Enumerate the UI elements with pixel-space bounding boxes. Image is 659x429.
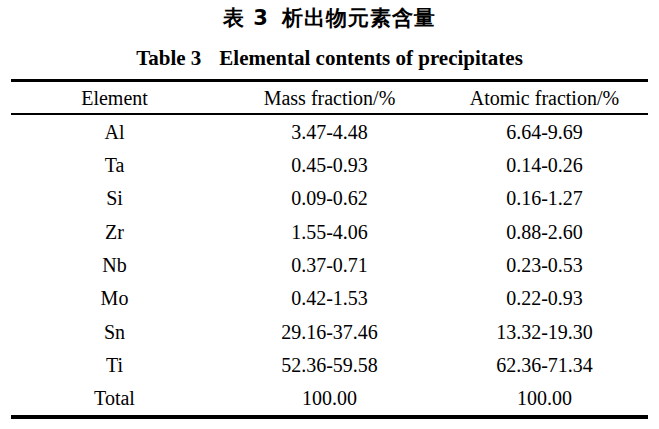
cell-atomic-fraction: 0.14-0.26 [441, 155, 648, 175]
column-header-mass-fraction: Mass fraction/% [218, 88, 441, 108]
caption-en-title: Elemental contents of precipitates [219, 46, 522, 70]
cell-mass-fraction: 0.09-0.62 [218, 188, 441, 208]
table-row-si: Si 0.09-0.62 0.16-1.27 [11, 182, 648, 215]
cell-atomic-fraction: 0.88-2.60 [441, 222, 648, 242]
caption-en-label: Table 3 [136, 46, 201, 70]
cell-atomic-fraction: 0.22-0.93 [441, 288, 648, 308]
cell-element: Mo [11, 288, 218, 308]
table-row-sn: Sn 29.16-37.46 13.32-19.30 [11, 315, 648, 348]
cell-atomic-fraction: 13.32-19.30 [441, 322, 648, 342]
cell-element: Ti [11, 355, 218, 375]
cell-atomic-fraction: 0.23-0.53 [441, 255, 648, 275]
precipitates-table: Element Mass fraction/% Atomic fraction/… [11, 79, 648, 419]
paper-page: 表 3 析出物元素含量 Table 3 Elemental contents of … [0, 0, 659, 429]
caption-zh-label: 表 3 [223, 6, 269, 30]
table-caption-zh: 表 3 析出物元素含量 [0, 0, 659, 31]
cell-atomic-fraction: 6.64-9.69 [441, 122, 648, 142]
cell-element: Nb [11, 255, 218, 275]
cell-element: Sn [11, 322, 218, 342]
cell-element: Total [11, 388, 218, 408]
cell-mass-fraction: 1.55-4.06 [218, 222, 441, 242]
cell-element: Si [11, 188, 218, 208]
cell-mass-fraction: 0.37-0.71 [218, 255, 441, 275]
cell-mass-fraction: 29.16-37.46 [218, 322, 441, 342]
table-header-row: Element Mass fraction/% Atomic fraction/… [11, 82, 648, 113]
column-header-element: Element [11, 88, 218, 108]
cell-element: Zr [11, 222, 218, 242]
table-row-nb: Nb 0.37-0.71 0.23-0.53 [11, 248, 648, 281]
cell-mass-fraction: 0.45-0.93 [218, 155, 441, 175]
cell-mass-fraction: 100.00 [218, 388, 441, 408]
table-row-mo: Mo 0.42-1.53 0.22-0.93 [11, 282, 648, 315]
cell-element: Al [11, 122, 218, 142]
table-row-al: Al 3.47-4.48 6.64-9.69 [11, 115, 648, 148]
table-row-zr: Zr 1.55-4.06 0.88-2.60 [11, 215, 648, 248]
cell-atomic-fraction: 100.00 [441, 388, 648, 408]
table-caption-en: Table 3 Elemental contents of precipitate… [0, 46, 659, 70]
caption-zh-title: 析出物元素含量 [282, 6, 436, 30]
table-row-ti: Ti 52.36-59.58 62.36-71.34 [11, 348, 648, 381]
table-row-total: Total 100.00 100.00 [11, 382, 648, 415]
table-bottom-rule [11, 415, 648, 419]
cell-atomic-fraction: 62.36-71.34 [441, 355, 648, 375]
cell-mass-fraction: 52.36-59.58 [218, 355, 441, 375]
cell-element: Ta [11, 155, 218, 175]
table-row-ta: Ta 0.45-0.93 0.14-0.26 [11, 148, 648, 181]
cell-mass-fraction: 3.47-4.48 [218, 122, 441, 142]
cell-atomic-fraction: 0.16-1.27 [441, 188, 648, 208]
column-header-atomic-fraction: Atomic fraction/% [441, 88, 648, 108]
cell-mass-fraction: 0.42-1.53 [218, 288, 441, 308]
